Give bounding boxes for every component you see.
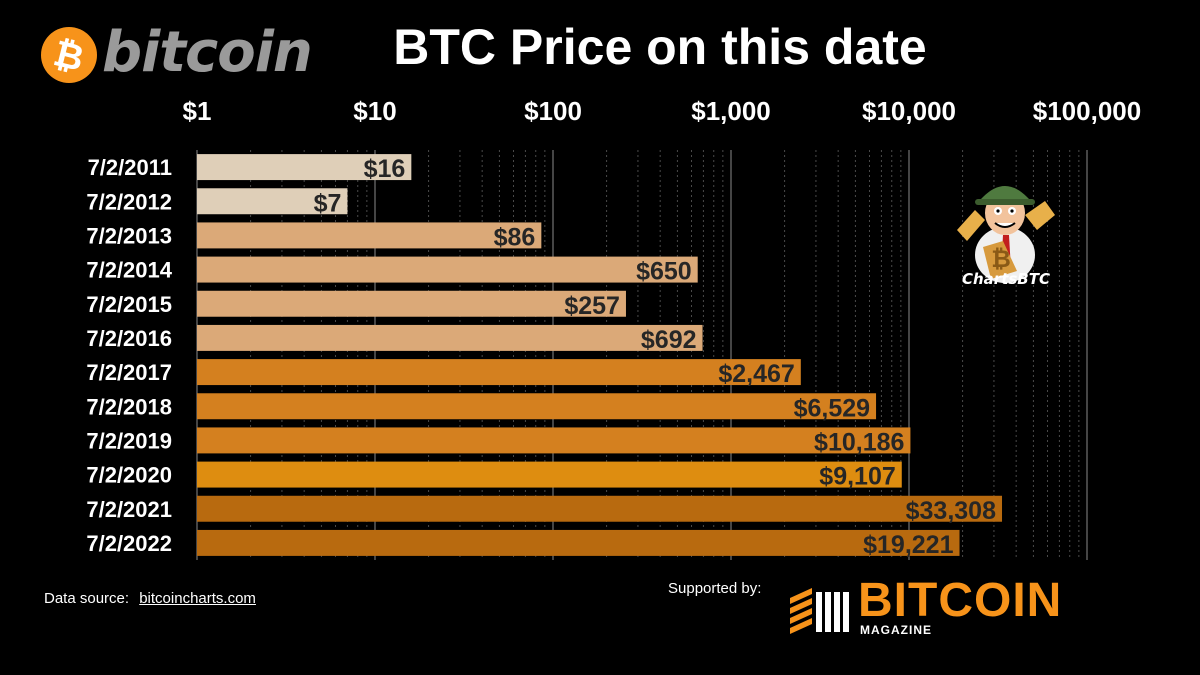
x-tick-label: $1 [183,96,212,126]
bar [197,256,698,283]
bar-chart: $1 $10 $100 $1,000 $10,000 $100,000 7/2/20117… [86,96,1142,560]
data-source-label: Data source: [44,590,130,607]
category-label: 7/2/2011 [88,155,172,180]
bar [197,290,626,317]
x-tick-label: $10 [353,96,396,126]
x-tick-label: $1,000 [691,96,771,126]
value-label: $10,186 [814,428,904,456]
category-label: 7/2/2013 [86,223,172,248]
bar [197,427,911,454]
category-label: 7/2/2021 [86,497,172,522]
value-label: $650 [636,258,692,286]
bitcoin-magazine-subtitle: MAGAZINE [860,623,932,637]
x-tick-label: $100 [524,96,582,126]
value-label: $7 [314,189,342,217]
bar [197,461,902,488]
bar [197,188,348,215]
mascot-label: ChartsBTC [962,270,1050,288]
category-label: 7/2/2020 [86,463,172,488]
bar [197,495,1003,522]
value-label: $2,467 [718,360,794,388]
bars [197,154,1003,556]
category-label: 7/2/2018 [86,394,172,419]
bar [197,529,960,556]
data-source: Data source: bitcoincharts.com [44,590,256,607]
data-source-link[interactable]: bitcoincharts.com [139,590,256,607]
mascot-coin-symbol: ₿ [991,245,1011,273]
chartsbtc-mascot-icon: ₿ [957,186,1055,283]
bitcoin-magazine-wordmark: BITCOIN [858,574,1063,627]
category-label: 7/2/2015 [86,292,172,317]
x-tick-label: $10,000 [862,96,956,126]
bar [197,222,542,249]
bitcoin-coin-icon: ₿ [41,27,97,83]
bitcoin-logo: ₿ bitcoin [40,20,320,88]
value-label: $86 [494,223,536,251]
category-label: 7/2/2012 [86,189,172,214]
value-label: $6,529 [794,394,870,422]
category-label: 7/2/2022 [86,531,172,556]
bitcoin-wordmark: bitcoin [102,20,313,85]
bitcoin-magazine-logo-icon [790,588,849,634]
value-label: $33,308 [906,497,996,525]
bar [197,154,412,181]
value-label: $257 [564,292,620,320]
value-label: $9,107 [819,463,895,491]
supported-by-label: Supported by: [668,580,762,597]
x-axis-tick-labels: $1 $10 $100 $1,000 $10,000 $100,000 [183,96,1142,126]
value-labels: $16 $7 $86 $650 $257 $692 $2,467$6,529 $10,186 $… [314,155,996,559]
value-label: $692 [641,326,697,354]
gridlines [196,150,1088,560]
category-labels: 7/2/2011 7/2/2012 7/2/2013 7/2/2014 7/2/2015… [86,155,172,556]
bar [197,393,877,420]
value-label: $16 [364,155,406,183]
x-tick-label: $100,000 [1033,96,1141,126]
bar [197,359,801,386]
category-label: 7/2/2016 [86,326,172,351]
chart-title: BTC Price on this date [393,19,927,75]
bar [197,324,703,351]
category-label: 7/2/2014 [86,258,172,283]
value-label: $19,221 [863,531,953,559]
category-label: 7/2/2017 [86,360,172,385]
category-label: 7/2/2019 [86,428,172,453]
